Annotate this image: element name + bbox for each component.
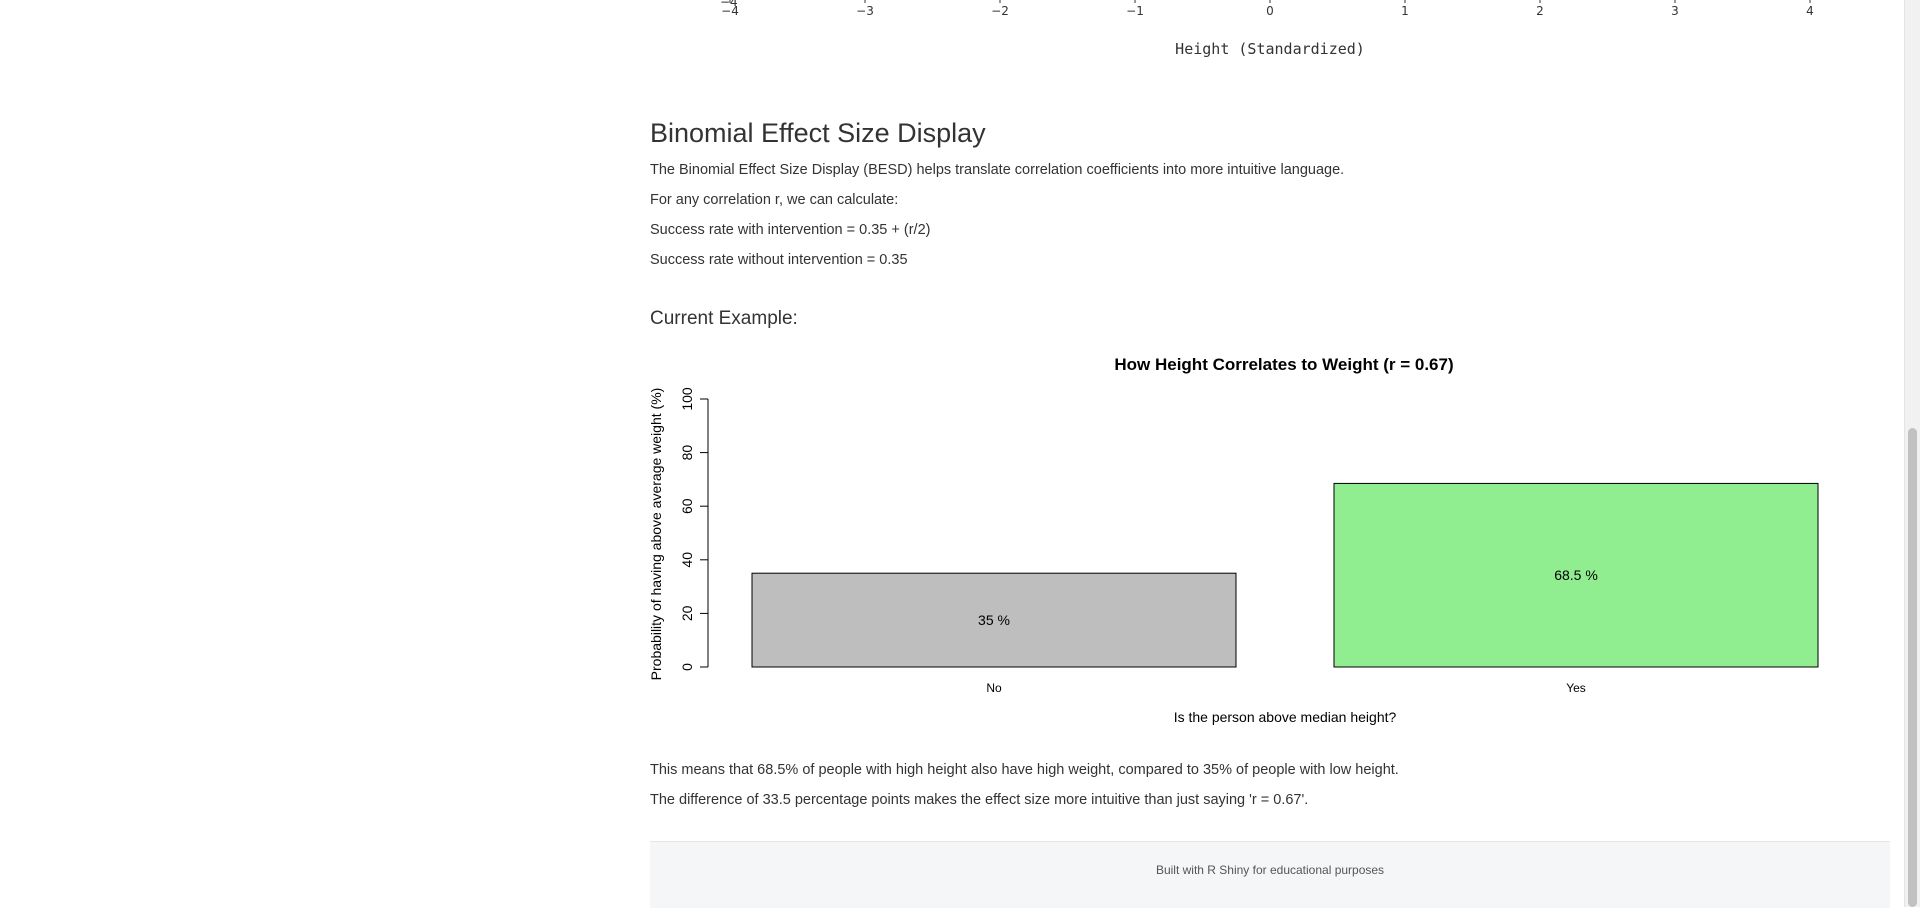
y-tick-label: 20	[679, 605, 695, 621]
y-tick-label: 100	[679, 387, 695, 411]
formula-with-intervention: Success rate with intervention = 0.35 + …	[650, 222, 931, 238]
scrollbar-thumb[interactable]	[1908, 428, 1917, 907]
previous-plot-tick-label: 1	[1401, 4, 1409, 18]
y-tick-label: 80	[679, 445, 695, 461]
page-footer: Built with R Shiny for educational purpo…	[650, 841, 1890, 908]
previous-plot-xlabel: Height (Standardized)	[1175, 40, 1365, 58]
y-tick-label: 0	[679, 663, 695, 671]
besd-bar-chart: How Height Correlates to Weight (r = 0.6…	[648, 355, 1819, 725]
chart-x-axis-label: Is the person above median height?	[1174, 709, 1397, 725]
previous-plot-tick-label: 3	[1671, 4, 1679, 18]
y-tick-label: 40	[679, 552, 695, 568]
page-scrollbar[interactable]	[1904, 0, 1920, 907]
chart-y-axis-label: Probability of having above average weig…	[648, 388, 664, 681]
footer-text: Built with R Shiny for educational purpo…	[1155, 863, 1385, 877]
previous-plot-tick-label: −4	[721, 4, 739, 18]
bar-yes	[1333, 482, 1819, 668]
x-category-label: No	[986, 681, 1002, 695]
bar-no	[751, 572, 1237, 668]
previous-plot-axis: −4 −3 −2 −1 0 1 2 3 4 −4 Height (Standardized)	[720, 0, 1814, 58]
previous-plot-tick-label: 4	[1806, 4, 1814, 18]
difference-text: The difference of 33.5 percentage points…	[650, 792, 1309, 808]
previous-plot-tick-label: −1	[1126, 4, 1144, 18]
besd-calc-intro: For any correlation r, we can calculate:	[650, 192, 899, 208]
previous-plot-tick-label: 2	[1536, 4, 1544, 18]
bar-value-label: 35 %	[978, 612, 1010, 628]
besd-section-title: Binomial Effect Size Display	[650, 118, 986, 148]
y-tick-label: 60	[679, 498, 695, 514]
current-example-heading: Current Example:	[650, 308, 798, 329]
x-category-label: Yes	[1566, 681, 1586, 695]
interpretation-text: This means that 68.5% of people with hig…	[650, 762, 1399, 778]
chart-title: How Height Correlates to Weight (r = 0.6…	[1114, 355, 1453, 374]
previous-plot-tick-label: −3	[856, 4, 874, 18]
previous-plot-tick-label: −2	[991, 4, 1009, 18]
besd-intro-text: The Binomial Effect Size Display (BESD) …	[650, 162, 1345, 178]
previous-plot-clipped-label: −4	[720, 0, 738, 9]
previous-plot-tick-label: 0	[1266, 4, 1274, 18]
formula-without-intervention: Success rate without intervention = 0.35	[650, 252, 908, 268]
bar-value-label: 68.5 %	[1554, 567, 1598, 583]
